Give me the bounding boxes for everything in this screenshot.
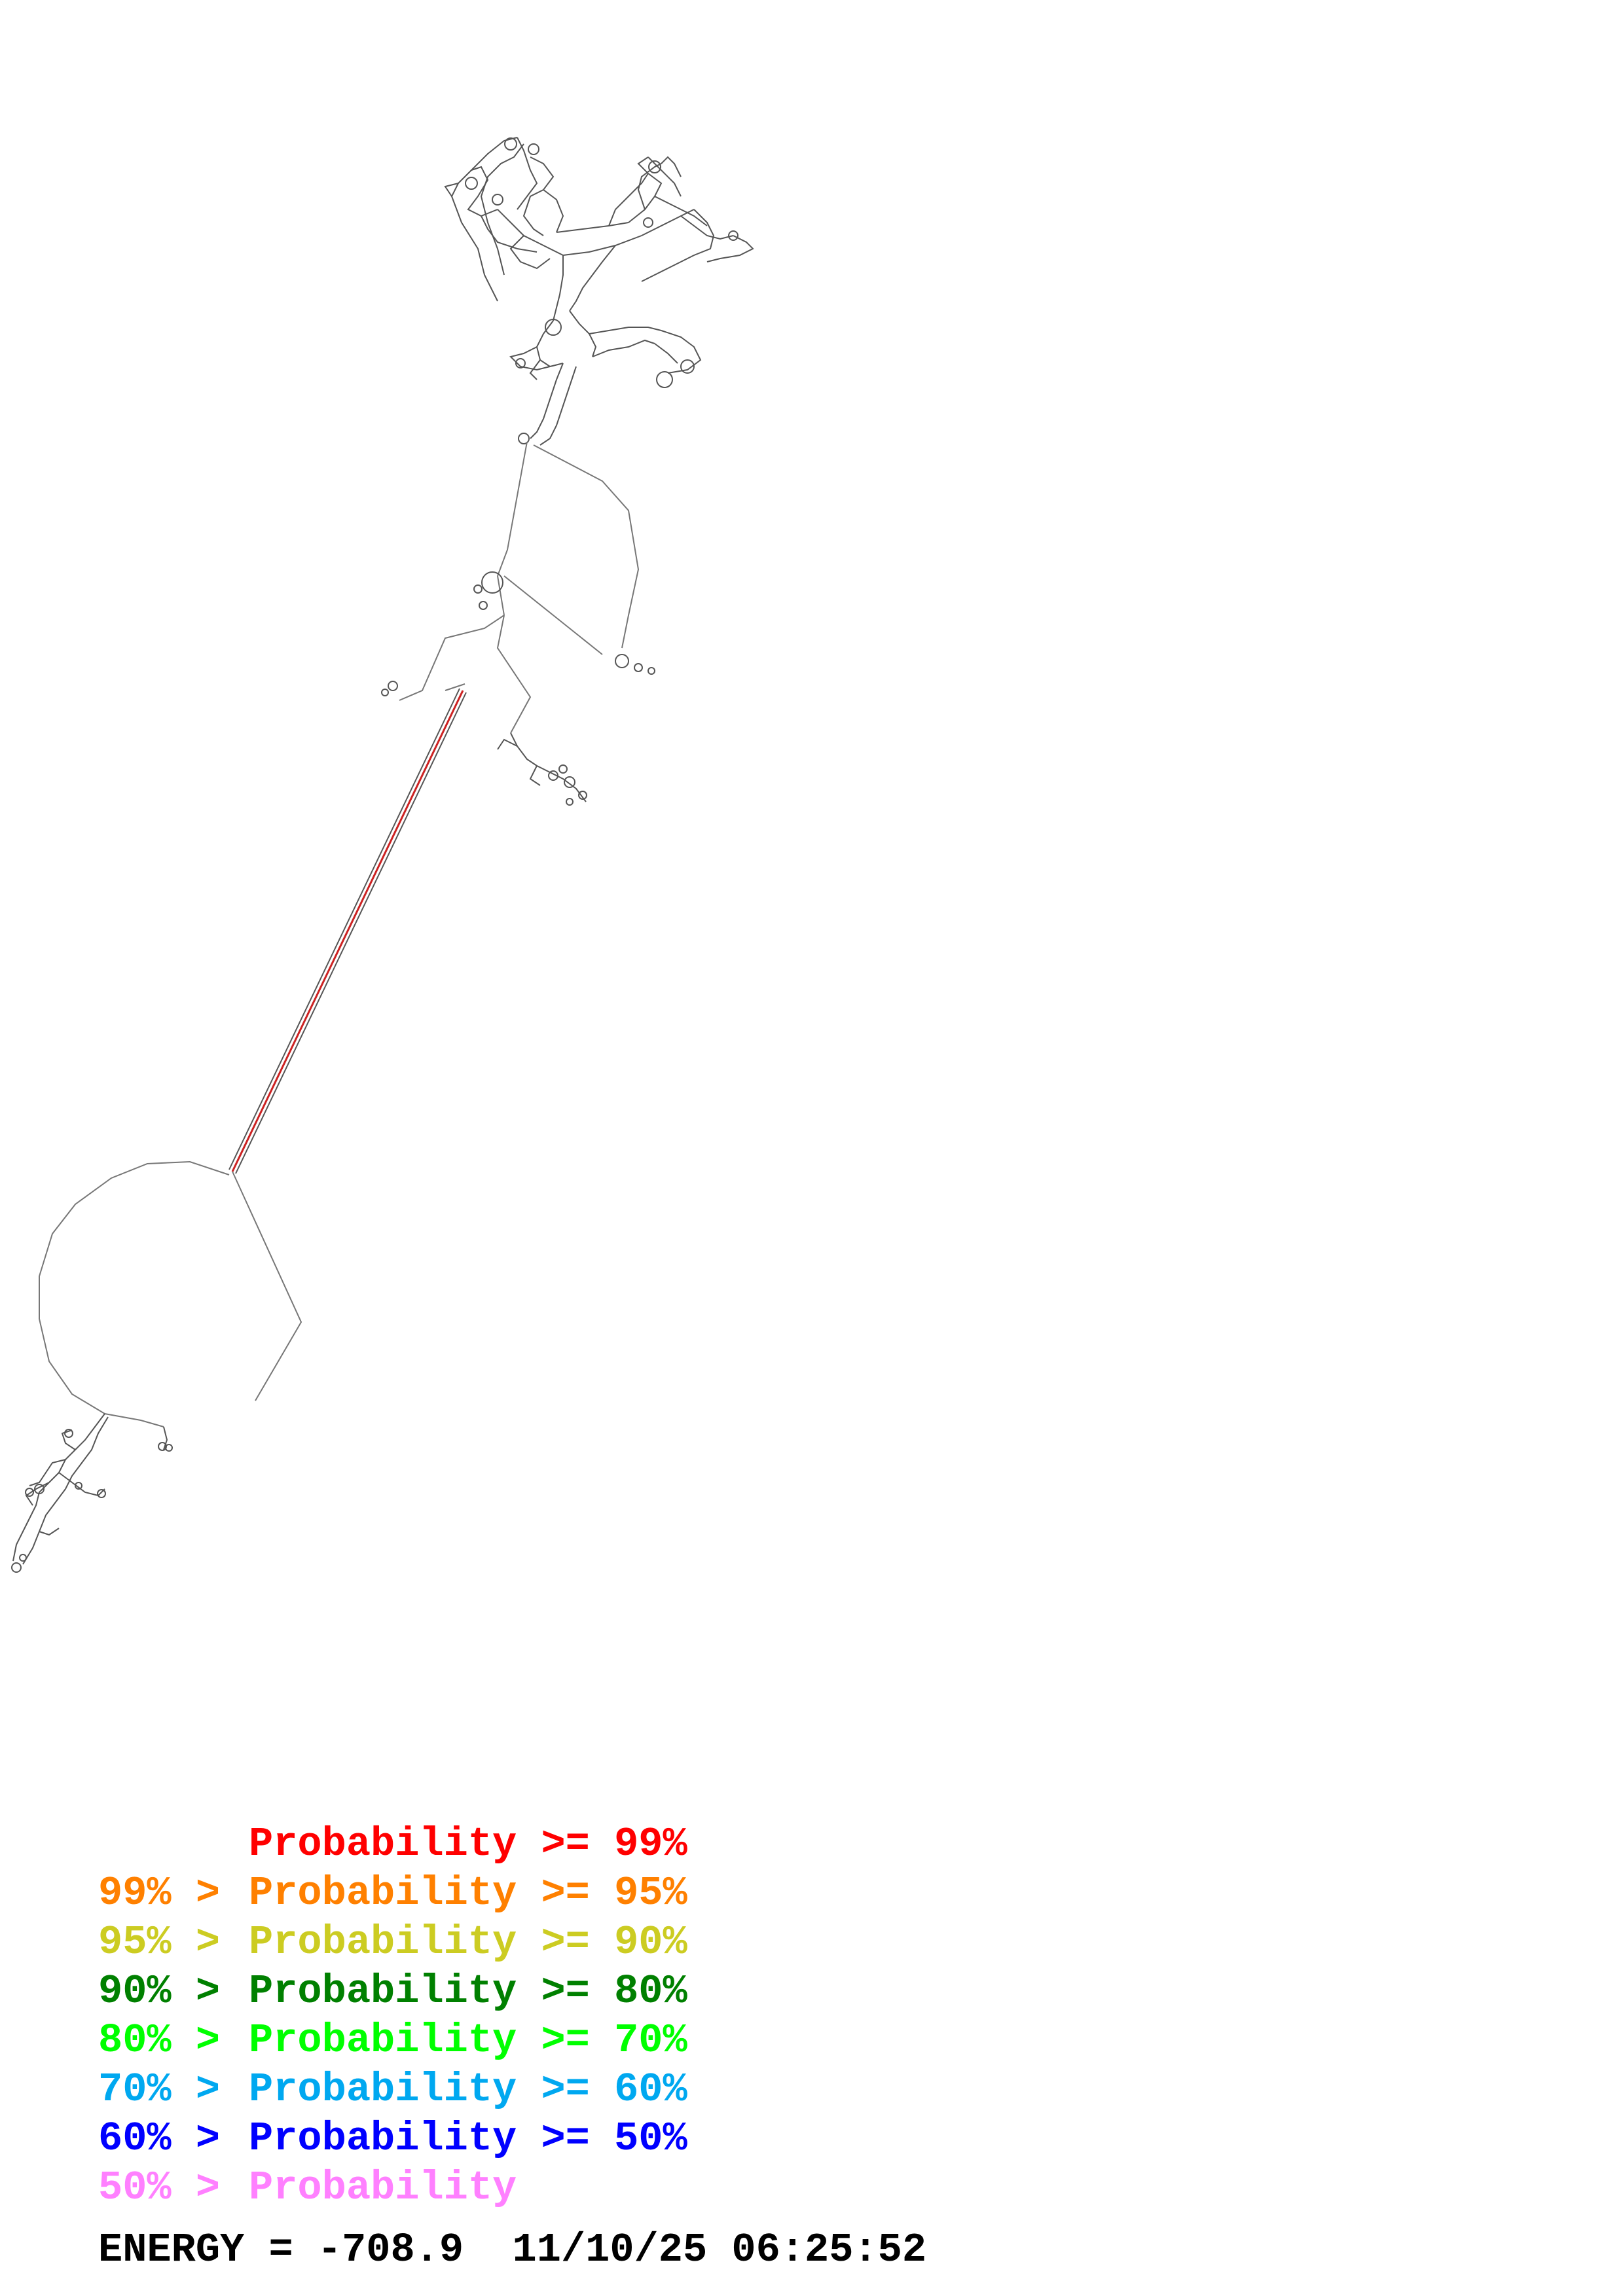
- legend-row-label: Probability: [249, 2164, 517, 2211]
- legend-row-lower-bound: 99% >: [98, 1870, 221, 1916]
- legend-row-label: Probability >= 70%: [249, 2017, 687, 2064]
- big-loop: [39, 1160, 302, 1427]
- legend-row-label: Probability >= 50%: [249, 2115, 687, 2162]
- legend-row: 60% > Probability >= 50%: [98, 2114, 687, 2163]
- energy-label: ENERGY =: [98, 2227, 318, 2273]
- legend-row-lower-bound: 80% >: [98, 2017, 221, 2064]
- legend-row-lower-bound: 60% >: [98, 2115, 221, 2162]
- legend-row-lower-bound: 90% >: [98, 1968, 221, 2015]
- top-cluster-loops: [465, 137, 739, 444]
- legend-row-lower-bound: 70% >: [98, 2066, 221, 2113]
- legend-row: 95% > Probability >= 90%: [98, 1918, 687, 1967]
- legend-row-lower-bound: 95% >: [98, 1919, 221, 1965]
- legend-row-lower-bound: 50% >: [98, 2164, 221, 2211]
- legend-row: 80% > Probability >= 70%: [98, 2016, 687, 2065]
- energy-value: -708.9: [317, 2227, 464, 2273]
- legend-row: 70% > Probability >= 60%: [98, 2065, 687, 2114]
- legend-row-label: Probability >= 95%: [249, 1870, 687, 1916]
- mid-lower-branch: [497, 732, 587, 806]
- legend-row-label: Probability >= 60%: [249, 2066, 687, 2113]
- legend-row-label: Probability >= 90%: [249, 1919, 687, 1965]
- legend-row-label: Probability >= 99%: [249, 1821, 687, 1867]
- middle-loops: [381, 571, 655, 696]
- middle-region: [399, 441, 640, 734]
- time-stamp: 06:25:52: [731, 2227, 927, 2273]
- probability-legend: Probability >= 99% 99% > Probability >= 95…: [98, 1820, 687, 2212]
- top-cluster: [444, 137, 754, 446]
- rna-secondary-structure: [11, 137, 754, 1573]
- long-stem: [228, 688, 467, 1174]
- date-stamp: 11/10/25: [512, 2227, 708, 2273]
- legend-row: 99% > Probability >= 95%: [98, 1869, 687, 1918]
- legend-row: 90% > Probability >= 80%: [98, 1967, 687, 2016]
- energy-footer: ENERGY = -708.9 11/10/25 06:25:52: [98, 2225, 926, 2274]
- legend-row: 50% > Probability: [98, 2163, 687, 2212]
- bottom-left-cluster: [11, 1413, 109, 1573]
- legend-row: Probability >= 99%: [98, 1820, 687, 1869]
- legend-row-label: Probability >= 80%: [249, 1968, 687, 2015]
- big-loop-hairpin: [158, 1426, 173, 1452]
